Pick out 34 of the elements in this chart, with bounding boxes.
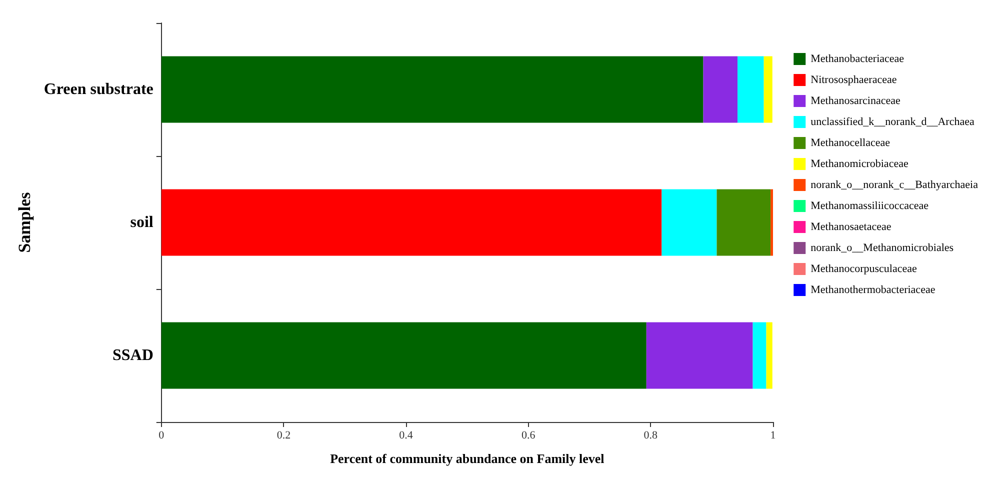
y-tick-label: Green substrate <box>44 81 154 98</box>
y-axis-title: Samples <box>15 192 34 253</box>
y-tick-label: SSAD <box>112 347 154 364</box>
legend-label: Methanothermobacteriaceae <box>810 284 936 296</box>
legend-label: Methanocorpusculaceae <box>810 263 918 275</box>
x-tick-label: 0.6 <box>521 430 536 442</box>
legend-label: Methanobacteriaceae <box>810 53 904 65</box>
legend-label: Methanocellaceae <box>810 137 890 149</box>
bar <box>738 56 764 123</box>
bar <box>752 322 766 389</box>
legend-label: Methanosarcinaceae <box>810 95 901 107</box>
x-axis-title: Percent of community abundance on Family level <box>330 451 605 466</box>
x-tick-label: 0.2 <box>276 430 291 442</box>
legend-label: Methanomassiliicoccaceae <box>810 200 929 212</box>
bar <box>764 56 772 123</box>
legend-label: Methanomicrobiaceae <box>810 158 908 170</box>
x-tick-label: 0.8 <box>644 430 658 442</box>
bar <box>662 189 717 256</box>
bar <box>161 322 646 389</box>
bar <box>703 56 738 123</box>
y-tick-label: soil <box>130 214 154 231</box>
legend-label: norank_o__Methanomicrobiales <box>810 242 954 254</box>
x-tick-label: 1 <box>770 430 776 442</box>
bar <box>766 322 772 389</box>
bar <box>716 189 771 256</box>
bar <box>161 189 662 256</box>
legend-label: norank_o__norank_c__Bathyarchaeia <box>810 179 978 191</box>
x-tick-label: 0.4 <box>399 430 414 442</box>
bar <box>161 56 704 123</box>
legend-label: Nitrososphaeraceae <box>810 74 897 86</box>
legend-label: unclassified_k__norank_d__Archaea <box>810 116 974 128</box>
legend-label: Methanosaetaceae <box>810 221 892 233</box>
bar <box>646 322 753 389</box>
x-tick-label: 0 <box>158 430 165 442</box>
